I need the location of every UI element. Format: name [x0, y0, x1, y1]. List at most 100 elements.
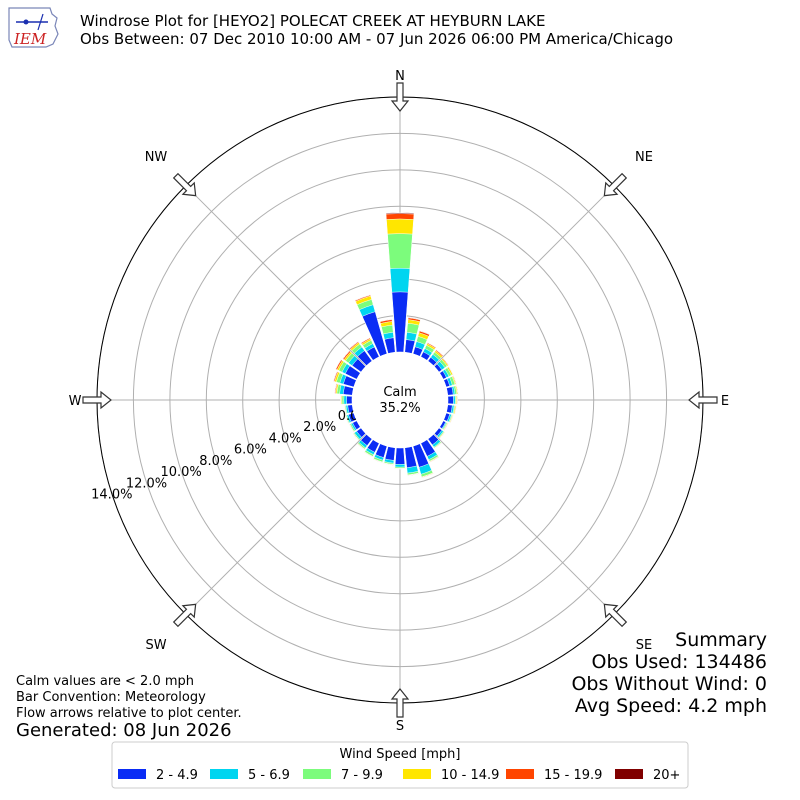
calm-circle [352, 352, 448, 448]
direction-label: S [396, 719, 404, 734]
legend-swatch [615, 769, 643, 779]
summary-obs-without-wind: Obs Without Wind: 0 [571, 673, 767, 695]
wind-bar-segment [446, 404, 453, 414]
radial-tick-label: 8.0% [199, 454, 232, 469]
wind-bar-segment [356, 427, 366, 438]
wind-bar-segment [351, 358, 366, 373]
radial-tick-label: 4.0% [269, 431, 302, 446]
legend-swatch [210, 769, 238, 779]
wind-bar-segment [366, 439, 380, 453]
calm-label: Calm [383, 385, 416, 400]
legend-label: 20+ [653, 768, 680, 783]
legend-label: 10 - 14.9 [441, 768, 499, 783]
legend-swatch [506, 769, 534, 779]
wind-bar-segment [352, 420, 361, 430]
grid-spoke [185, 399, 401, 615]
direction-label: N [395, 69, 405, 84]
flow-arrow-shape [390, 688, 410, 718]
wind-bar-segment [427, 434, 439, 446]
flow-arrow-shape [603, 172, 628, 197]
notes-block: Calm values are < 2.0 mph Bar Convention… [16, 674, 242, 741]
wind-bar-segment [427, 356, 438, 366]
wind-bar-segment [446, 386, 454, 396]
grid-spoke [399, 185, 615, 401]
wind-bar-segment [394, 447, 406, 465]
legend-label: 5 - 6.9 [248, 768, 290, 783]
radial-tick-label: 14.0% [91, 488, 132, 503]
radial-tick-label: 12.0% [126, 476, 167, 491]
wind-bar-segment [357, 350, 373, 366]
direction-label: W [69, 394, 82, 409]
wind-bar-segment [360, 434, 373, 446]
radial-tick-label: 6.0% [234, 443, 267, 458]
grid-spoke [399, 399, 615, 615]
legend: Wind Speed [mph] 2 - 4.9 5 - 6.9 7 - 9.9 10… [111, 741, 689, 789]
wind-bar-segment [404, 446, 418, 468]
legend-label: 15 - 19.9 [544, 768, 602, 783]
direction-label: NE [635, 150, 653, 165]
iem-logo: IEM [8, 7, 59, 48]
flow-arrow-shape [390, 82, 410, 112]
wind-bar-segment [347, 404, 354, 414]
calm-value: 35.2% [379, 401, 420, 416]
direction-label: SW [145, 638, 166, 653]
calm-note: Calm values are < 2.0 mph [16, 674, 194, 689]
wind-bars [332, 212, 459, 479]
flow-arrow-shape [82, 390, 112, 410]
flow-arrow [172, 603, 197, 628]
flow-arrows [82, 82, 718, 718]
wind-bar-segment [384, 446, 396, 461]
wind-bar-segment [344, 365, 361, 380]
legend-label: 2 - 4.9 [156, 768, 198, 783]
direction-label: NW [145, 150, 168, 165]
flow-arrow-shape [172, 172, 197, 197]
legend-label: 7 - 9.9 [341, 768, 383, 783]
wind-bar-segment [439, 420, 447, 429]
chart-title: Windrose Plot for [HEYO2] POLECAT CREEK … [80, 12, 545, 30]
legend-box [111, 741, 689, 789]
wind-bar-segment [420, 351, 431, 361]
flow-arrow [390, 82, 410, 112]
wind-bar-segment [366, 346, 380, 361]
summary-title: Summary [675, 629, 767, 651]
legend-swatch [118, 769, 146, 779]
wind-bar-segment [439, 370, 447, 380]
radial-tick-label: 10.0% [160, 465, 201, 480]
legend-swatch [303, 769, 331, 779]
flow-arrow-shape [172, 603, 197, 628]
wind-bar-segment [404, 339, 416, 354]
radial-tick-labels: 0.0%2.0%4.0%6.0%8.0%10.0%12.0%14.0% [91, 409, 371, 503]
flow-arrows-note: Flow arrows relative to plot center. [16, 706, 242, 721]
flow-arrow-shape [603, 603, 628, 628]
generated-date: Generated: 08 Jun 2026 [16, 720, 232, 741]
direction-label: E [721, 394, 729, 409]
grid-spoke [185, 185, 401, 401]
summary-obs-used: Obs Used: 134486 [592, 651, 767, 673]
flow-arrow [82, 390, 112, 410]
radial-tick-label: 2.0% [303, 420, 336, 435]
legend-title: Wind Speed [mph] [340, 747, 461, 762]
wind-bar-segment [447, 395, 454, 405]
flow-arrow-shape [688, 390, 718, 410]
wind-bar-segment [434, 363, 443, 373]
chart-subtitle: Obs Between: 07 Dec 2010 10:00 AM - 07 J… [80, 30, 673, 48]
flow-arrow [688, 390, 718, 410]
legend-items: 2 - 4.9 5 - 6.9 7 - 9.9 10 - 14.9 15 - 19.9 2… [118, 768, 680, 783]
flow-arrow [172, 172, 197, 197]
summary-block: Summary Obs Used: 134486 Obs Without Win… [571, 629, 767, 717]
wind-bar-segment [391, 291, 409, 353]
legend-swatch [403, 769, 431, 779]
summary-avg-speed: Avg Speed: 4.2 mph [575, 695, 767, 717]
wind-bar-segment [342, 385, 354, 396]
wind-bar-segment [420, 439, 436, 457]
flow-arrow [390, 688, 410, 718]
direction-labels: N NE E SE S SW W NW [69, 69, 730, 734]
direction-label: SE [636, 638, 652, 653]
wind-bar-segment [384, 337, 396, 354]
bar-convention-note: Bar Convention: Meteorology [16, 690, 206, 705]
flow-arrow [603, 172, 628, 197]
wind-bar-segment [346, 395, 353, 405]
flow-arrow [603, 603, 628, 628]
logo-text: IEM [13, 30, 47, 48]
